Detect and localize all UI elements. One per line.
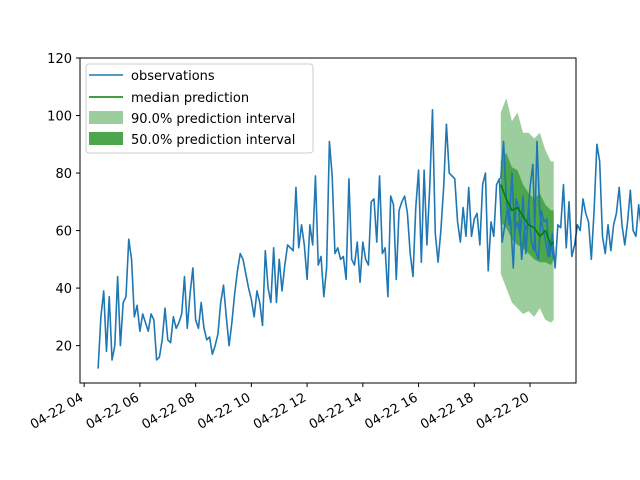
legend: observations median prediction 90.0% pre… (85, 63, 314, 154)
plot-area (97, 98, 640, 369)
y-tick-label: 60 (55, 225, 72, 240)
median-prediction-line (500, 184, 555, 246)
legend-box (85, 63, 314, 154)
legend-50-interval-swatch (89, 132, 123, 145)
observations-forecast-window-line (499, 140, 555, 260)
legend-90-interval-label: 90.0% prediction interval (131, 112, 295, 127)
y-tick-label: 20 (55, 340, 72, 355)
y-tick-label: 80 (55, 167, 72, 182)
y-tick-label: 100 (47, 110, 72, 125)
observations-line (97, 108, 640, 369)
legend-observations-label: observations (131, 69, 215, 84)
y-tick-label: 40 (55, 282, 72, 297)
legend-median-label: median prediction (131, 91, 249, 106)
legend-90-interval-swatch (89, 111, 123, 124)
y-axis: 20 40 60 80 100 120 (47, 52, 80, 355)
axes-frame (79, 57, 577, 384)
legend-50-interval-label: 50.0% prediction interval (131, 133, 295, 148)
y-tick-label: 120 (47, 52, 72, 67)
